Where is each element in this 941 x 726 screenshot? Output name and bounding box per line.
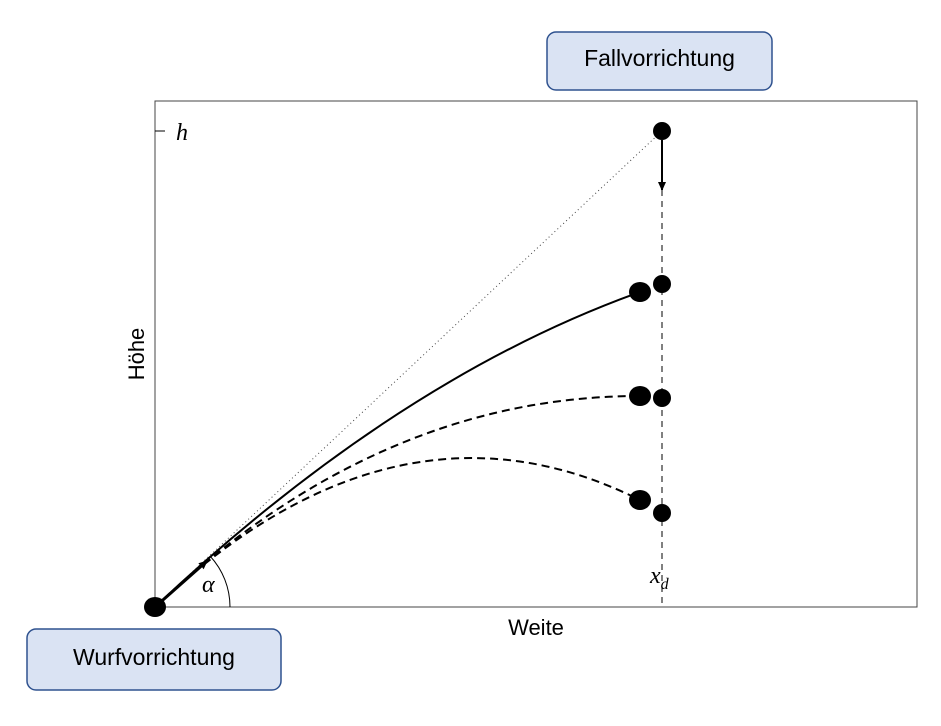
angle-label: α (202, 572, 215, 598)
h-label: h (176, 120, 188, 146)
balls (144, 122, 671, 617)
target (653, 504, 671, 522)
projectile (629, 490, 651, 510)
target (653, 389, 671, 407)
projectile (629, 282, 651, 302)
angle-arc (209, 555, 231, 608)
drop-device-label: Fallvorrichtung (584, 45, 735, 71)
xd-sub: d (661, 576, 670, 593)
launch-arrow (154, 559, 208, 609)
aim-line (154, 130, 663, 608)
target (653, 275, 671, 293)
drop-device-box (546, 31, 773, 91)
y-axis-label: Höhe (124, 328, 149, 381)
trajectory-fast (154, 291, 641, 608)
xd-base: x (649, 563, 661, 589)
x-axis-label: Weite (508, 615, 564, 640)
launch-device-box (26, 628, 282, 691)
projectile-start (144, 597, 166, 617)
trajectory-slow (154, 457, 641, 608)
plot-frame (154, 100, 918, 608)
trajectory-medium (154, 395, 641, 608)
projectile (629, 386, 651, 406)
launch-device-label: Wurfvorrichtung (73, 644, 235, 670)
xd-label: xd (649, 563, 670, 593)
target-start (653, 122, 671, 140)
